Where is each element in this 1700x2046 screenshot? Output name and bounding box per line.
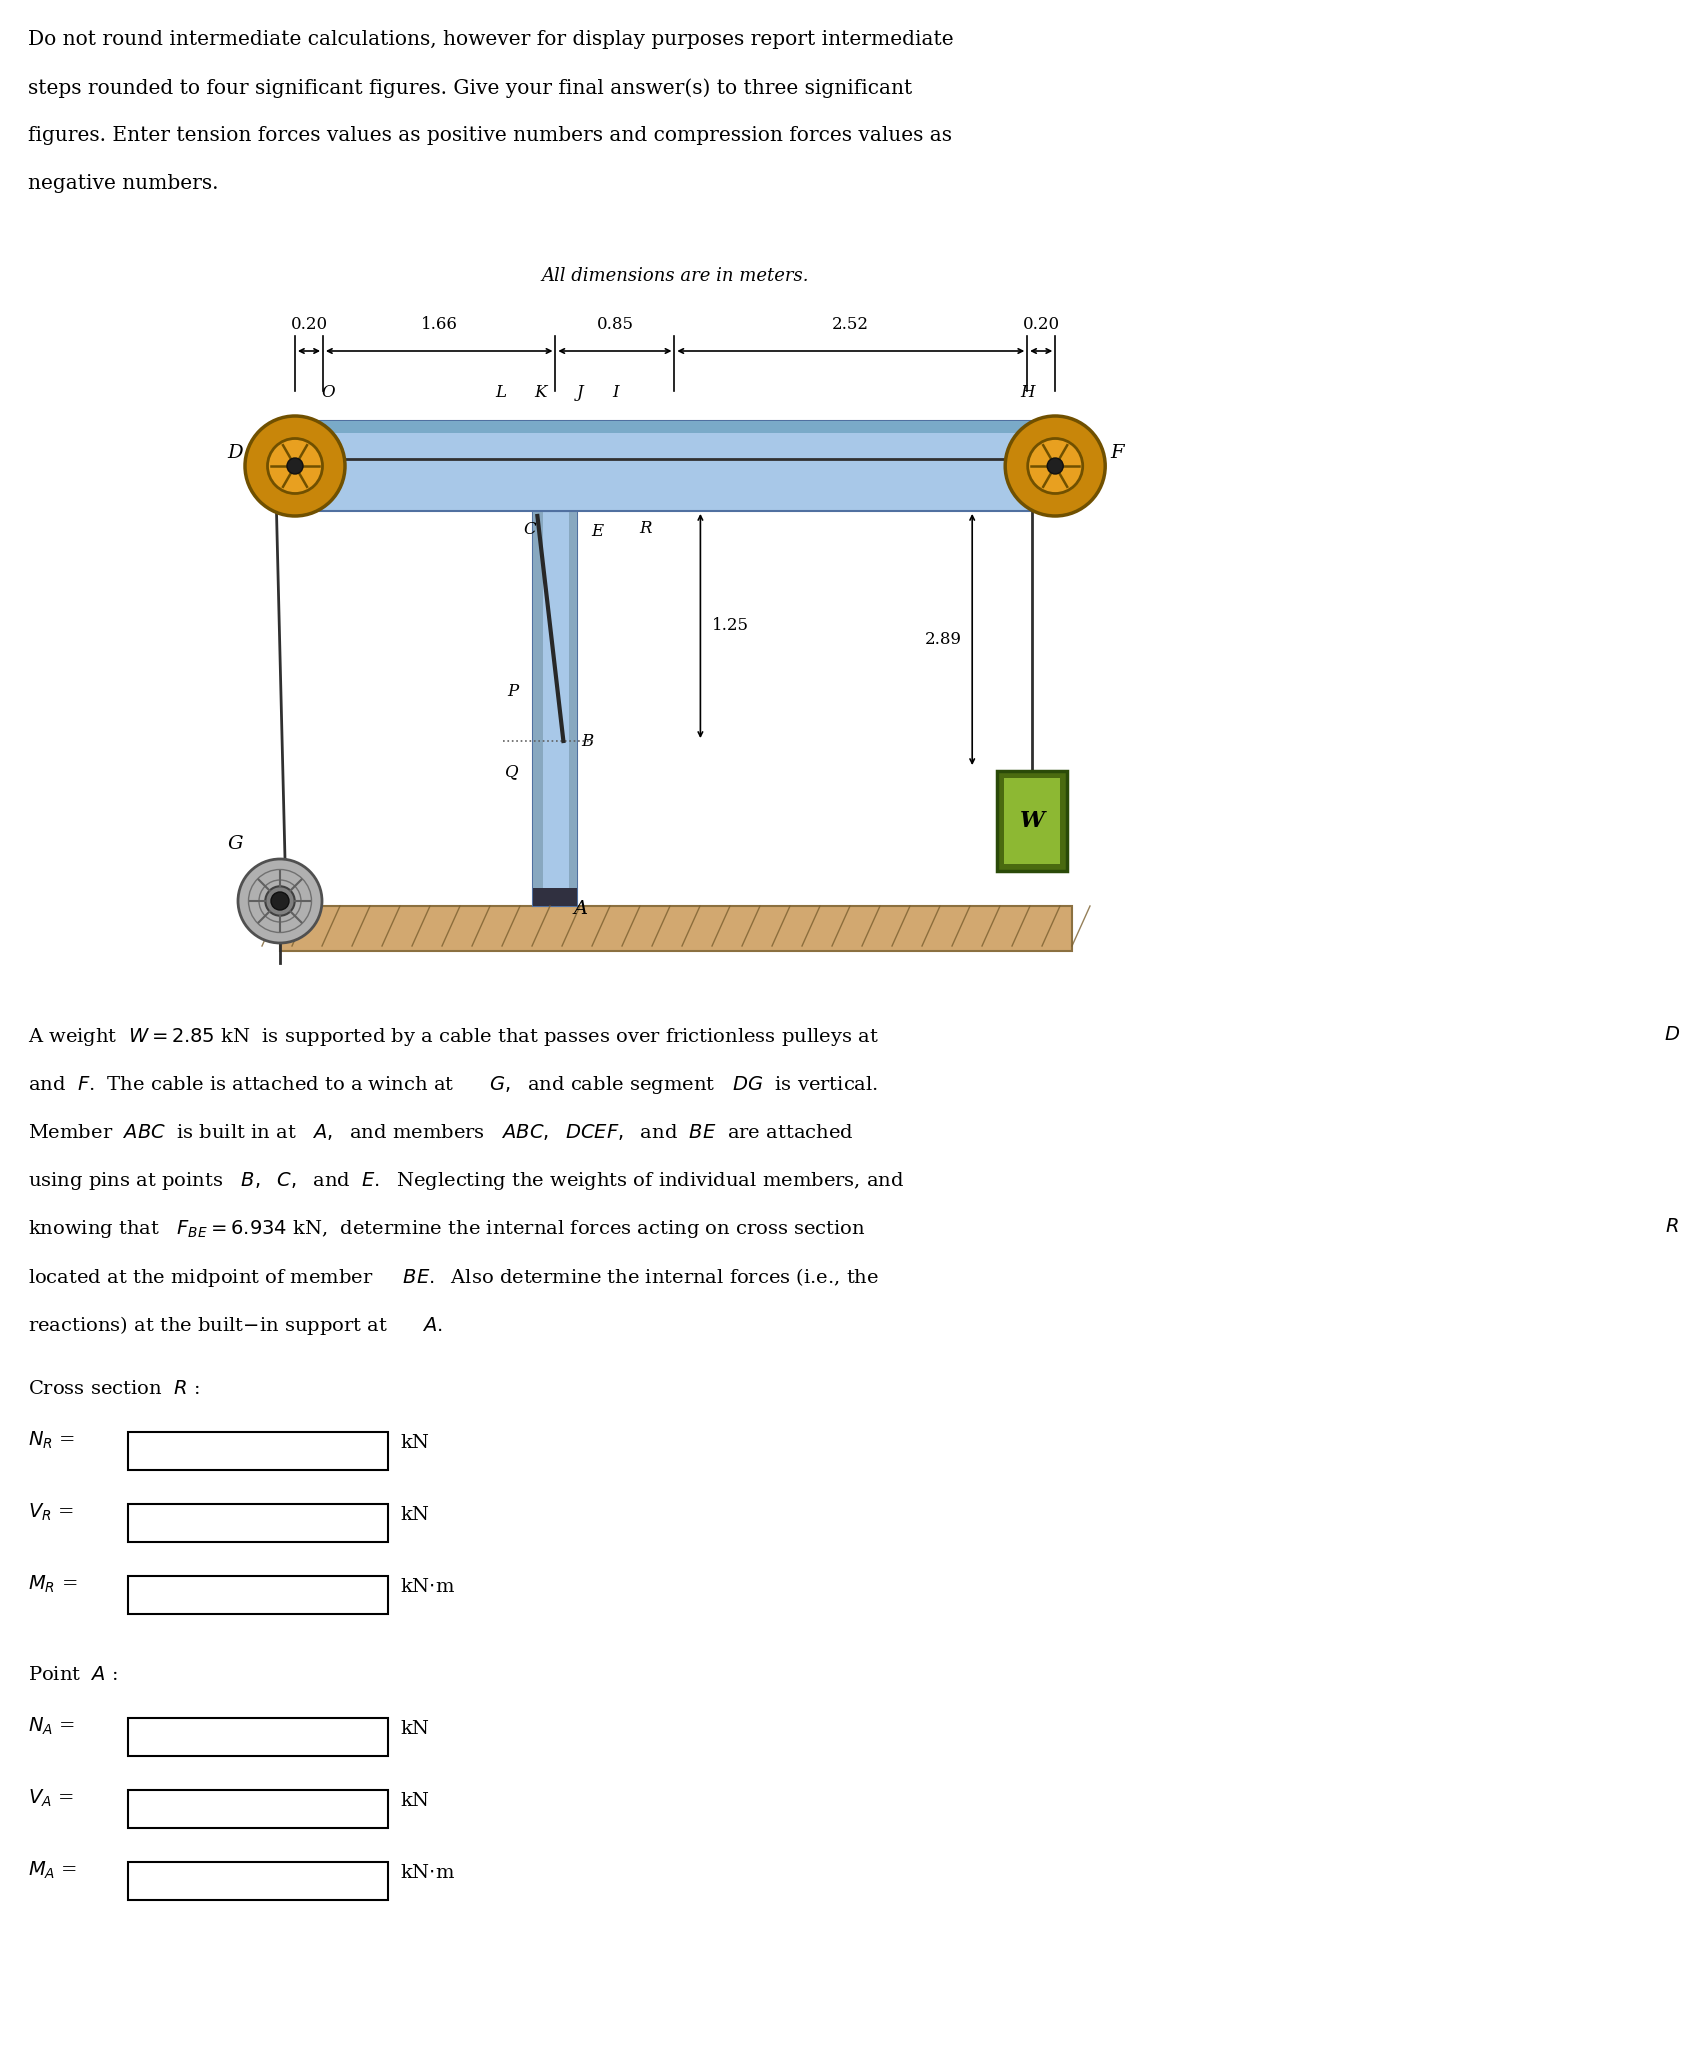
Circle shape	[1005, 415, 1105, 516]
Text: Cross section  $R$ :: Cross section $R$ :	[27, 1379, 199, 1397]
Bar	[534, 512, 544, 906]
Text: using pins at points   $B,$  $C,$  and  $E.$  Neglecting the weights of individu: using pins at points $B,$ $C,$ and $E.$ …	[27, 1170, 904, 1193]
Text: A: A	[573, 900, 588, 919]
Text: 1.25: 1.25	[712, 618, 750, 634]
Text: negative numbers.: negative numbers.	[27, 174, 219, 192]
Text: All dimensions are in meters.: All dimensions are in meters.	[541, 266, 809, 284]
Text: L: L	[495, 385, 507, 401]
Text: G: G	[228, 835, 243, 853]
Text: R: R	[639, 520, 651, 536]
Text: 0.85: 0.85	[597, 315, 634, 333]
Text: W: W	[1020, 810, 1046, 833]
Bar	[998, 771, 1068, 872]
Bar	[128, 1862, 388, 1901]
Bar	[534, 888, 578, 906]
Circle shape	[287, 458, 303, 475]
Text: K: K	[534, 385, 547, 401]
Text: H: H	[1020, 385, 1034, 401]
Text: E: E	[592, 524, 603, 540]
Text: J: J	[576, 385, 583, 401]
Text: kN: kN	[400, 1721, 428, 1737]
Bar	[128, 1504, 388, 1543]
Text: $M_A$ =: $M_A$ =	[27, 1860, 76, 1882]
Text: kN$\cdot$m: kN$\cdot$m	[400, 1864, 456, 1882]
Bar	[570, 512, 578, 906]
Text: B: B	[581, 732, 593, 751]
Text: $N_A$ =: $N_A$ =	[27, 1717, 75, 1737]
Text: kN: kN	[400, 1792, 428, 1811]
Text: Do not round intermediate calculations, however for display purposes report inte: Do not round intermediate calculations, …	[27, 31, 954, 49]
Bar	[280, 906, 1073, 951]
Text: $M_R$ =: $M_R$ =	[27, 1573, 78, 1596]
Text: and  $F$.  The cable is attached to a winch at      $G,$  and cable segment   $D: and $F$. The cable is attached to a winc…	[27, 1074, 879, 1097]
Circle shape	[245, 415, 345, 516]
Text: C: C	[524, 522, 536, 538]
Text: I: I	[612, 385, 619, 401]
Text: kN: kN	[400, 1434, 428, 1453]
Text: figures. Enter tension forces values as positive numbers and compression forces : figures. Enter tension forces values as …	[27, 127, 952, 145]
Text: 1.66: 1.66	[422, 315, 457, 333]
Circle shape	[267, 438, 323, 493]
Circle shape	[265, 886, 294, 917]
Text: 2.52: 2.52	[833, 315, 869, 333]
Text: knowing that   $F_{BE} = 6.934$ kN,  determine the internal forces acting on cro: knowing that $F_{BE} = 6.934$ kN, determ…	[27, 1217, 865, 1240]
Circle shape	[270, 892, 289, 910]
Bar	[1005, 777, 1061, 863]
Text: A weight  $W = 2.85$ kN  is supported by a cable that passes over frictionless p: A weight $W = 2.85$ kN is supported by a…	[27, 1025, 879, 1048]
Text: Point  $A$ :: Point $A$ :	[27, 1665, 117, 1684]
Bar	[534, 512, 578, 906]
Bar	[275, 421, 1074, 512]
Text: kN: kN	[400, 1506, 428, 1524]
Text: located at the midpoint of member     $BE.$  Also determine the internal forces : located at the midpoint of member $BE.$ …	[27, 1266, 879, 1289]
Text: D: D	[228, 444, 243, 462]
Text: $V_R$ =: $V_R$ =	[27, 1502, 73, 1524]
Circle shape	[1028, 438, 1083, 493]
Text: O: O	[321, 385, 335, 401]
Circle shape	[1047, 458, 1062, 475]
Text: $N_R$ =: $N_R$ =	[27, 1430, 75, 1451]
Bar	[128, 1575, 388, 1614]
Text: 0.20: 0.20	[291, 315, 328, 333]
Text: $V_A$ =: $V_A$ =	[27, 1788, 73, 1809]
Text: 0.20: 0.20	[1023, 315, 1059, 333]
Text: steps rounded to four significant figures. Give your final answer(s) to three si: steps rounded to four significant figure…	[27, 78, 913, 98]
Text: $D$: $D$	[1664, 1025, 1680, 1043]
Bar	[128, 1719, 388, 1755]
Text: kN$\cdot$m: kN$\cdot$m	[400, 1577, 456, 1596]
Text: Member  $ABC$  is built in at   $A,$  and members   $ABC,$  $DCEF,$  and  $BE$  : Member $ABC$ is built in at $A,$ and mem…	[27, 1121, 853, 1142]
Bar	[275, 421, 1074, 434]
Text: $R$: $R$	[1664, 1217, 1680, 1236]
Bar	[128, 1790, 388, 1827]
Text: Q: Q	[505, 763, 518, 780]
Bar	[128, 1432, 388, 1469]
Text: F: F	[1110, 444, 1124, 462]
Text: P: P	[507, 683, 518, 700]
Text: reactions) at the built$-$in support at      $A.$: reactions) at the built$-$in support at …	[27, 1314, 442, 1336]
Text: 2.89: 2.89	[925, 630, 962, 649]
Circle shape	[238, 859, 321, 943]
